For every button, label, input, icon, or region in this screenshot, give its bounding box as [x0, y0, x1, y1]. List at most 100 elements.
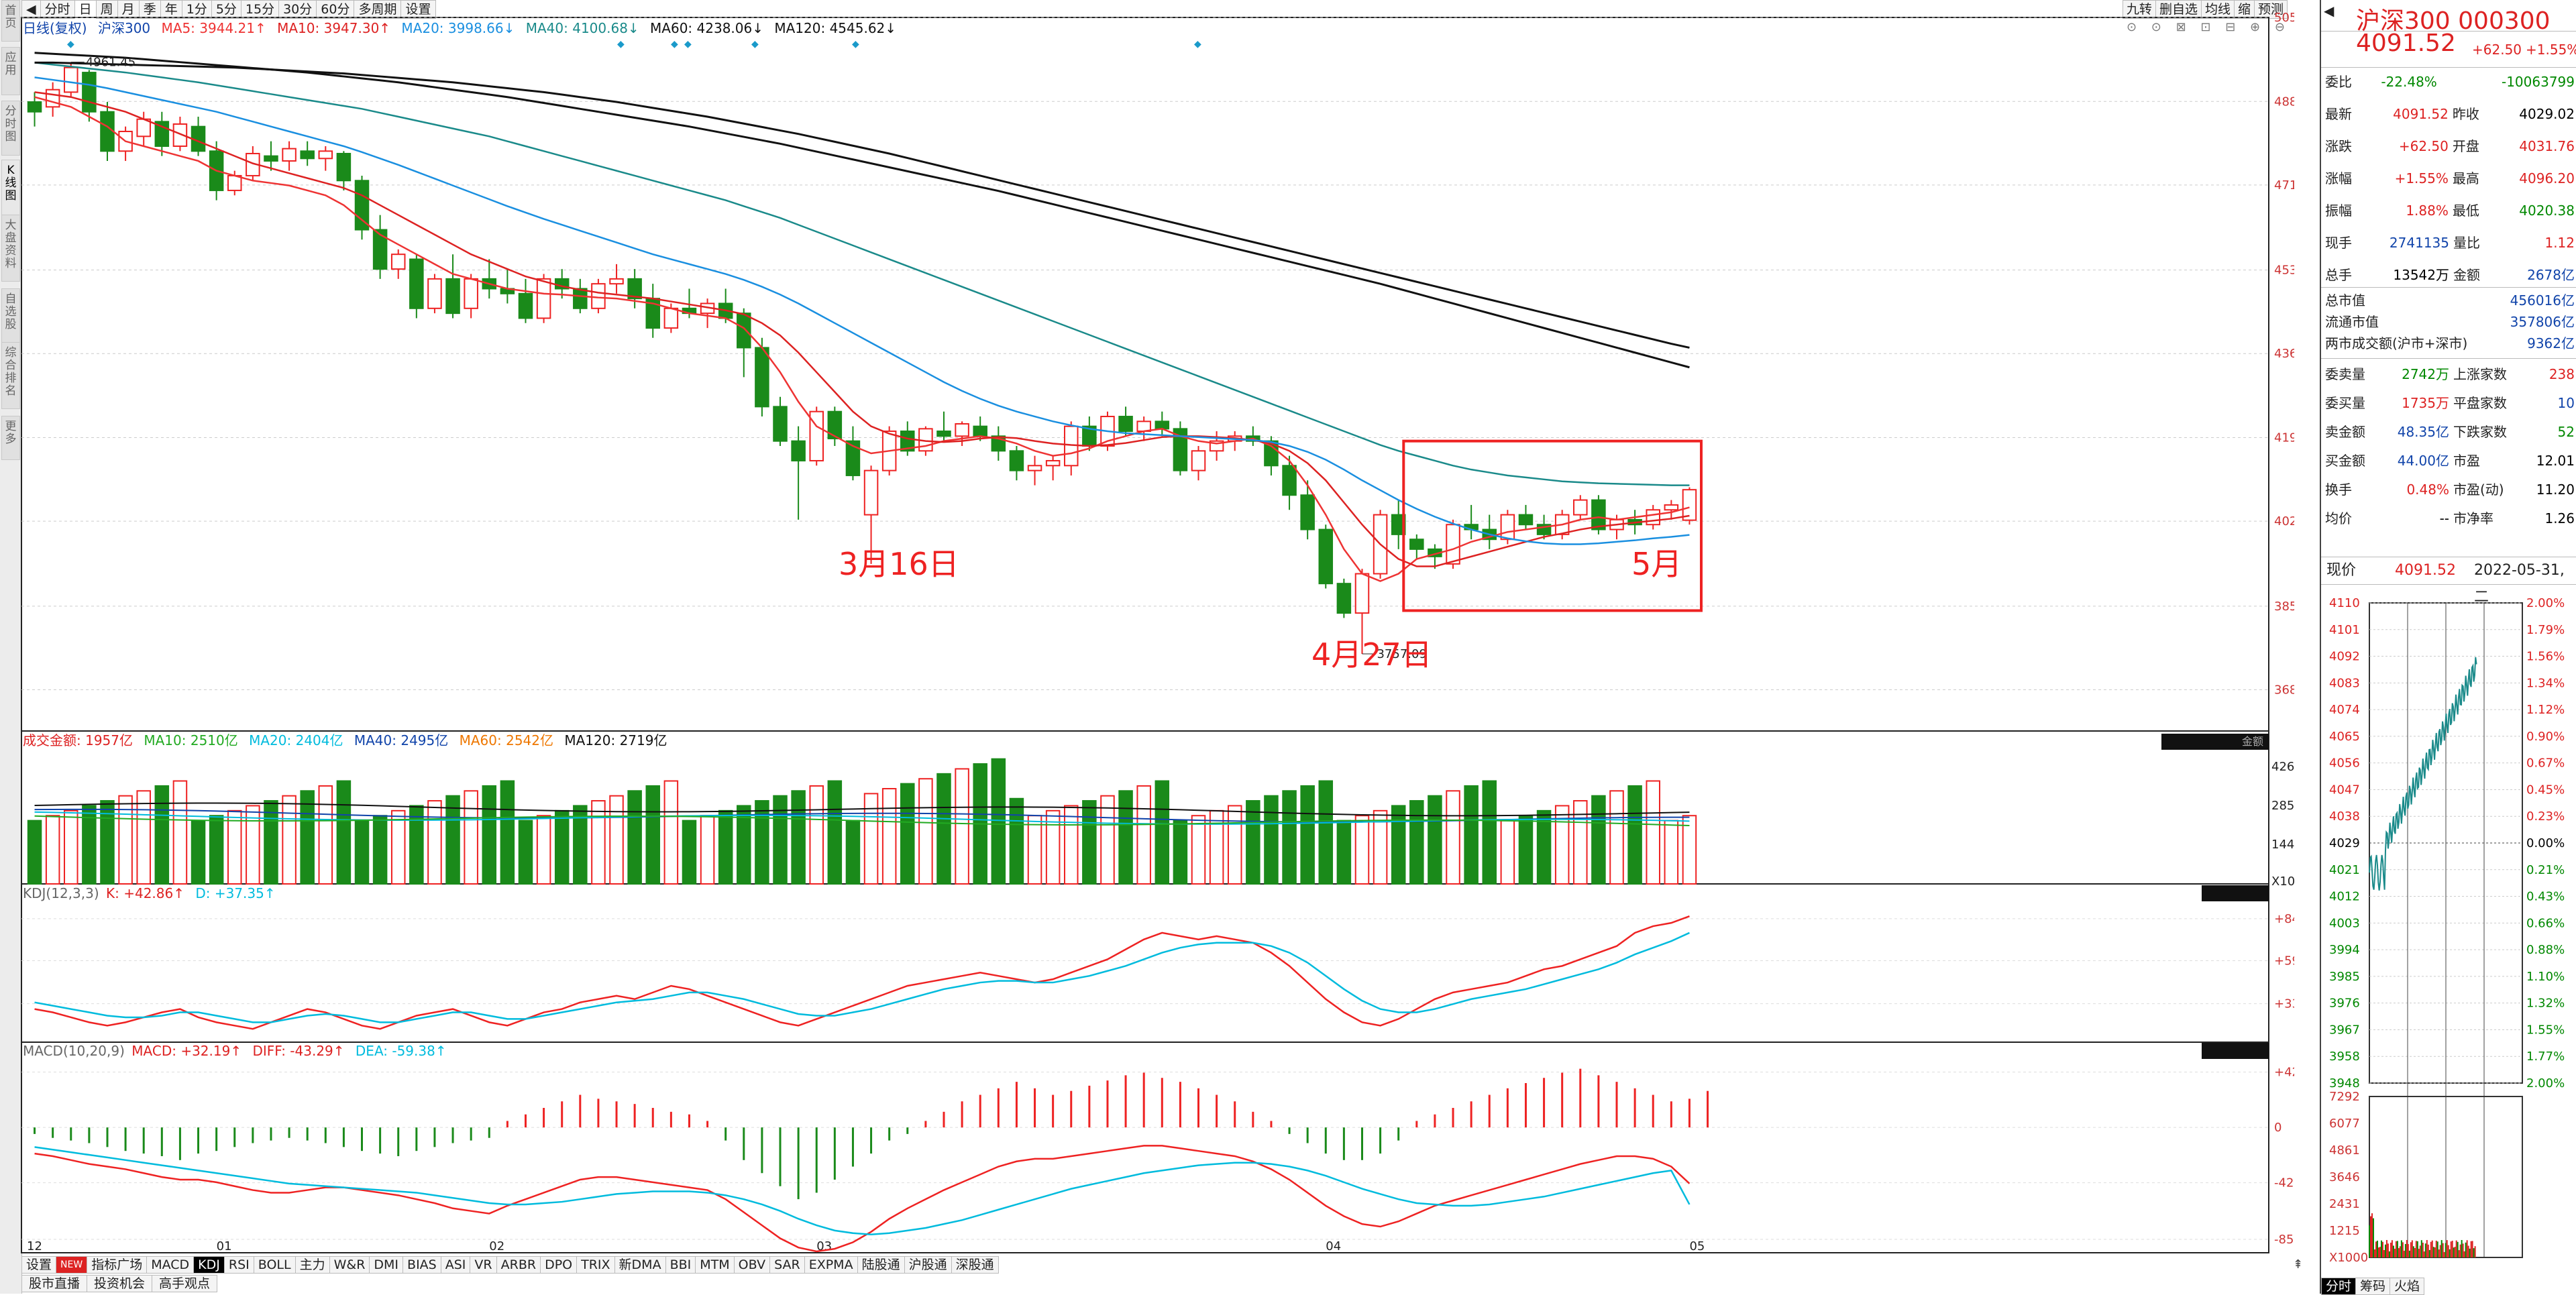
candle-body[interactable] [737, 313, 751, 349]
kdj-panel-tag[interactable] [2202, 885, 2269, 901]
candle-body[interactable] [936, 431, 951, 437]
indicator-tab-1[interactable]: NEW [56, 1256, 88, 1274]
candle-body[interactable] [791, 440, 806, 461]
candle-body[interactable] [427, 278, 442, 309]
bottom-link-1[interactable]: 投资机会 [87, 1275, 153, 1292]
candle-body[interactable] [827, 410, 843, 439]
candle-body[interactable] [1191, 450, 1206, 471]
candle-body[interactable] [536, 278, 551, 319]
candle-body[interactable] [591, 283, 606, 309]
candle-body[interactable] [1173, 428, 1188, 471]
candle-body[interactable] [1027, 465, 1042, 471]
indicator-tab-9[interactable]: DMI [369, 1256, 404, 1274]
candle-body[interactable] [445, 278, 460, 315]
indicator-tab-10[interactable]: BIAS [402, 1256, 441, 1274]
intraday-tab-2[interactable]: 火焰 [2390, 1278, 2425, 1295]
candle-body[interactable] [1409, 539, 1424, 550]
candle-body[interactable] [773, 406, 788, 442]
candle-body[interactable] [1045, 459, 1061, 467]
candle-body[interactable] [955, 423, 969, 437]
bottom-link-2[interactable]: 高手观点 [152, 1275, 218, 1292]
tabs-back-button[interactable]: ◀ [21, 0, 41, 19]
candle-body[interactable] [464, 278, 478, 309]
candle-body[interactable] [172, 123, 188, 147]
period-tab-2[interactable]: 周 [95, 0, 118, 19]
candle-body[interactable] [1664, 504, 1679, 511]
left-nav-5[interactable]: 自 选 股 [1, 288, 20, 349]
candle-body[interactable] [100, 111, 115, 152]
candle-body[interactable] [27, 101, 42, 113]
candle-body[interactable] [336, 152, 352, 182]
indicator-tab-11[interactable]: ASI [440, 1256, 471, 1274]
period-tab-7[interactable]: 5分 [211, 0, 241, 19]
candle-body[interactable] [1446, 524, 1460, 565]
period-tab-11[interactable]: 多周期 [354, 0, 402, 19]
candle-body[interactable] [1354, 573, 1370, 614]
candle-body[interactable] [1336, 583, 1352, 614]
toolbar-button-2[interactable]: 均线 [2200, 0, 2235, 19]
kline-chart[interactable]: 5052488147114538436841974027385436841201… [0, 0, 2294, 1254]
candle-body[interactable] [318, 150, 333, 160]
candle-body[interactable] [409, 258, 424, 309]
volume-panel-tag[interactable]: 金额 [2161, 734, 2269, 750]
indicator-tab-12[interactable]: VR [470, 1256, 497, 1274]
period-tab-3[interactable]: 月 [117, 0, 140, 19]
candle-body[interactable] [1391, 514, 1406, 535]
indicator-tab-18[interactable]: MTM [695, 1256, 735, 1274]
indicator-tab-19[interactable]: OBV [733, 1256, 771, 1274]
indicator-tab-24[interactable]: 深股通 [951, 1256, 999, 1274]
indicator-tab-7[interactable]: 主力 [294, 1256, 330, 1274]
indicator-tab-4[interactable]: KDJ [193, 1256, 225, 1274]
candle-body[interactable] [1300, 494, 1315, 530]
indicator-tab-2[interactable]: 指标广场 [87, 1256, 148, 1274]
indicator-tab-17[interactable]: BBI [665, 1256, 696, 1274]
candle-body[interactable] [755, 347, 769, 408]
period-tab-0[interactable]: 分时 [40, 0, 75, 19]
candle-body[interactable] [1009, 450, 1024, 471]
candle-body[interactable] [372, 229, 388, 270]
indicator-tab-5[interactable]: RSI [223, 1256, 254, 1274]
period-tab-10[interactable]: 60分 [316, 0, 355, 19]
indicator-tab-21[interactable]: EXPMA [804, 1256, 858, 1274]
toolbar-button-0[interactable]: 九转 [2122, 0, 2156, 19]
intraday-tab-1[interactable]: 筹码 [2355, 1278, 2391, 1295]
left-nav-0[interactable]: 首 页 [1, 0, 20, 42]
candle-body[interactable] [82, 72, 97, 113]
candle-body[interactable] [900, 431, 915, 452]
indicator-tab-0[interactable]: 设置 [21, 1256, 57, 1274]
candle-body[interactable] [1136, 420, 1151, 433]
candle-body[interactable] [390, 254, 406, 270]
period-tab-6[interactable]: 1分 [181, 0, 212, 19]
indicator-tab-23[interactable]: 沪股通 [904, 1256, 952, 1274]
candle-body[interactable] [809, 410, 824, 461]
indicator-tab-20[interactable]: SAR [769, 1256, 805, 1274]
candle-body[interactable] [1155, 420, 1170, 430]
candle-body[interactable] [663, 307, 679, 329]
candle-body[interactable] [609, 278, 624, 285]
left-nav-7[interactable]: 更 多 [1, 416, 20, 460]
indicator-tab-3[interactable]: MACD [146, 1256, 195, 1274]
indicator-tab-22[interactable]: 陆股通 [857, 1256, 905, 1274]
period-tab-5[interactable]: 年 [160, 0, 182, 19]
intraday-chart[interactable]: 4110 2.00% 4101 1.79% 4092 1.56% 4083 1.34% 4074… [2321, 587, 2576, 1278]
left-nav-2[interactable]: 分 时 图 [1, 101, 20, 156]
candle-body[interactable] [45, 89, 60, 108]
left-nav-1[interactable]: 应 用 [1, 47, 20, 95]
candle-body[interactable] [1318, 528, 1334, 585]
candle-body[interactable] [845, 440, 861, 476]
candle-body[interactable] [227, 174, 242, 191]
candle-body[interactable] [1591, 499, 1606, 530]
bottom-link-0[interactable]: 股市直播 [21, 1275, 88, 1292]
candle-body[interactable] [264, 155, 278, 162]
candle-body[interactable] [1282, 465, 1297, 496]
candle-body[interactable] [573, 288, 588, 309]
candle-body[interactable] [1682, 489, 1697, 521]
candle-body[interactable] [1518, 514, 1534, 526]
toolbar-button-4[interactable]: 预测 [2253, 0, 2288, 19]
candle-body[interactable] [1573, 499, 1588, 516]
quote-nav-icon[interactable]: ◀ [2324, 3, 2334, 19]
indicator-tab-15[interactable]: TRIX [576, 1256, 615, 1274]
indicator-tab-8[interactable]: W&R [329, 1256, 370, 1274]
candle-body[interactable] [1646, 509, 1660, 526]
indicator-tab-13[interactable]: ARBR [496, 1256, 541, 1274]
